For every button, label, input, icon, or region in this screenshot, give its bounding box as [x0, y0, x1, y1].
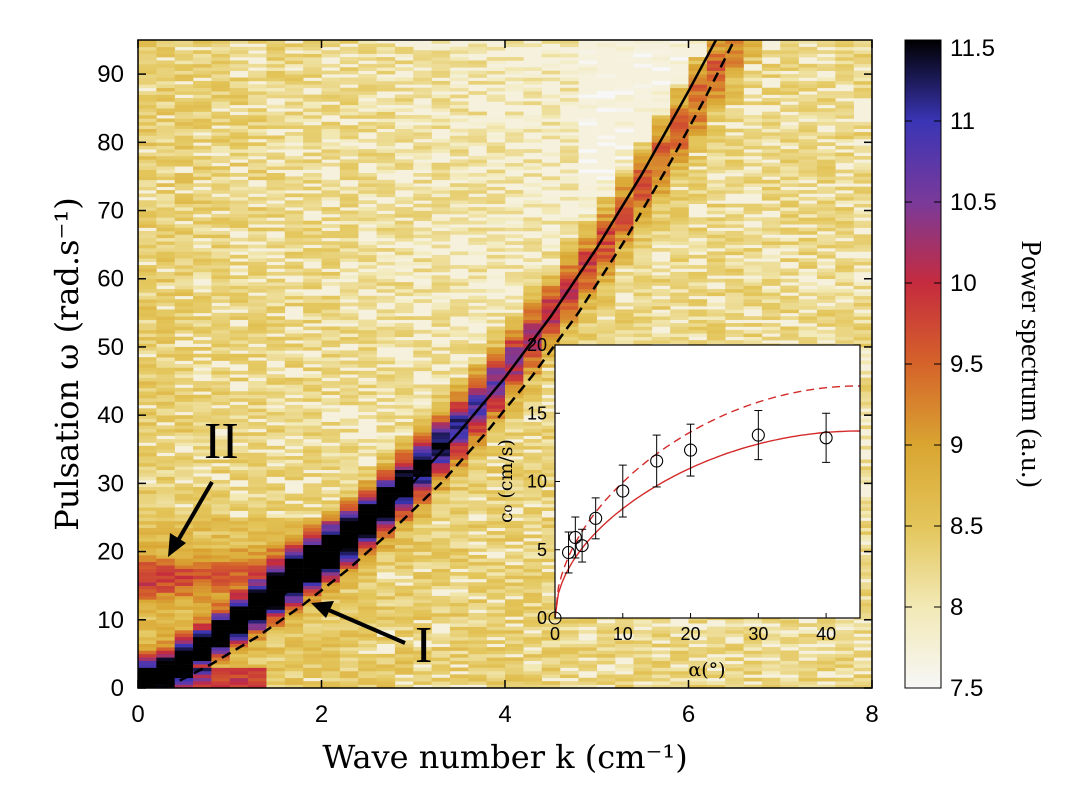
y-tick-label: 90 — [97, 61, 124, 88]
colorbar-label: Power spectrum (a.u.) — [1015, 240, 1046, 487]
inset-frame — [554, 344, 861, 619]
data-point — [568, 530, 582, 545]
y-tick-label: 0 — [111, 675, 124, 702]
dispersion-curves — [138, 40, 736, 688]
y-tick-label: 40 — [97, 402, 124, 429]
colorbar-tick-label: 11 — [950, 108, 975, 135]
label-branch-I: I — [415, 617, 432, 674]
arrow-branch-I — [323, 606, 406, 645]
colorbar-tick-label: 9.5 — [950, 351, 983, 378]
colorbar-tick-label: 8.5 — [950, 513, 983, 540]
x-tick-label: 0 — [131, 701, 144, 728]
y-tick-label: 10 — [97, 607, 124, 634]
colorbar-tick-label: 10 — [950, 270, 977, 297]
inset-y-tick-label: 10 — [527, 472, 547, 492]
x-tick-label: 6 — [682, 701, 695, 728]
dashed-dispersion-curve — [164, 40, 736, 688]
colorbar-tick-label: 9 — [950, 432, 963, 459]
inset-x-tick-label: 0 — [550, 624, 560, 644]
inset-y-tick-label: 20 — [527, 335, 547, 355]
data-point — [616, 484, 630, 498]
inset-x-axis-label: α(°) — [688, 659, 725, 681]
data-point — [589, 511, 603, 525]
annotation-branch-I: I — [311, 601, 432, 674]
inset-y-tick-label: 15 — [527, 403, 547, 423]
data-point — [751, 428, 765, 442]
colorbar-tick-label: 10.5 — [950, 189, 997, 216]
label-branch-II: II — [204, 413, 239, 470]
inset-fit-curves — [555, 385, 860, 618]
solid-fit-curve — [555, 430, 860, 618]
arrowhead-branch-II — [168, 533, 186, 557]
data-point — [684, 443, 698, 457]
x-tick-label: 2 — [315, 701, 328, 728]
colorbar-tick-label: 7.5 — [950, 675, 983, 702]
annotation-branch-II: II — [168, 413, 239, 557]
solid-dispersion-curve — [138, 40, 718, 688]
colorbar-ticks: 7.5 8 8.5 9 9.5 10 10.5 11 11.5 — [905, 35, 997, 702]
arrow-branch-II — [174, 480, 214, 546]
inset-y-tick-label: 0 — [537, 608, 547, 628]
arrowhead-branch-I — [311, 601, 334, 618]
inset-x-tick-label: 30 — [748, 624, 768, 644]
y-tick-label: 60 — [97, 266, 124, 293]
inset-y-tick-label: 5 — [537, 540, 547, 560]
data-point — [650, 454, 664, 468]
x-tick-label: 4 — [498, 701, 511, 728]
x-axis-label: Wave number k (cm⁻¹) — [322, 738, 687, 776]
y-tick-label: 20 — [97, 539, 124, 566]
inset-x-tick-label: 20 — [681, 624, 701, 644]
colorbar-tick-label: 11.5 — [950, 35, 995, 62]
y-tick-label: 50 — [97, 334, 124, 361]
inset-background — [555, 345, 860, 618]
y-tick-label: 30 — [97, 470, 124, 497]
y-tick-label: 80 — [97, 129, 124, 156]
dashed-fit-curve — [555, 385, 860, 618]
colorbar-tick-label: 8 — [950, 594, 963, 621]
y-tick-label: 70 — [97, 198, 124, 225]
inset-x-tick-label: 10 — [613, 624, 633, 644]
data-point — [562, 545, 576, 560]
inset-x-tick-label: 40 — [816, 624, 836, 644]
y-axis-label: Pulsation ω (rad.s⁻¹) — [48, 197, 86, 530]
data-point — [575, 539, 589, 553]
inset-plot: 0 10 20 30 40 0 5 10 15 20 — [527, 335, 860, 644]
data-point — [819, 431, 833, 445]
inset-y-axis-label: c₀ (cm/s) — [495, 439, 517, 523]
x-tick-label: 8 — [865, 701, 878, 728]
